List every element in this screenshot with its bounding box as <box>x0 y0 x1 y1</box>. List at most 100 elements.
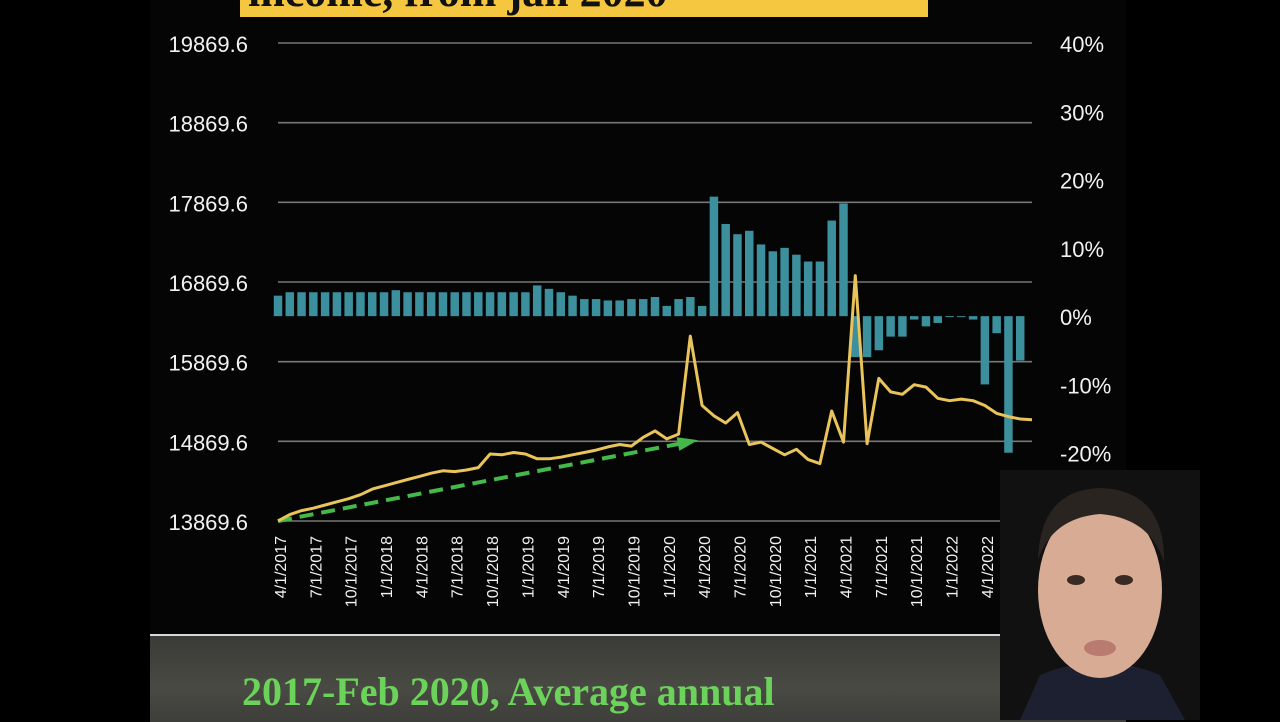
presenter-eye-left <box>1067 575 1085 585</box>
x-tick-label: 1/1/2020 <box>662 536 679 598</box>
x-tick-label: 1/1/2018 <box>379 536 396 598</box>
bar <box>568 295 577 317</box>
bar <box>733 234 742 317</box>
bar <box>450 292 459 317</box>
right-axis-ticks: 40% 30% 20% 10% 0% -10% -20% <box>1060 32 1111 467</box>
x-tick-label: 7/1/2018 <box>450 536 467 598</box>
bar <box>839 203 848 317</box>
x-tick-label: 7/1/2019 <box>591 536 608 598</box>
x-tick-label: 4/1/2019 <box>556 536 573 598</box>
bar <box>379 292 389 317</box>
bar <box>756 244 766 317</box>
x-tick-label: 10/1/2020 <box>768 536 785 607</box>
bar <box>638 299 648 317</box>
x-tick-label: 1/1/2019 <box>520 536 537 598</box>
bar <box>1015 316 1025 361</box>
bar <box>521 292 530 317</box>
bar <box>356 292 365 317</box>
x-tick-label: 4/1/2018 <box>414 536 431 598</box>
x-tick-label: 1/1/2022 <box>945 536 962 598</box>
bar <box>415 292 424 317</box>
x-tick-label: 10/1/2021 <box>909 536 926 607</box>
x-tick-label: 1/1/2021 <box>803 536 820 598</box>
trend-arrow <box>277 437 699 523</box>
income-line <box>277 274 1033 523</box>
x-tick-label: 4/1/2022 <box>980 536 997 598</box>
bar <box>815 261 825 317</box>
bar <box>768 251 778 317</box>
bar <box>509 292 518 317</box>
bar <box>627 299 636 317</box>
bar <box>874 316 884 351</box>
bar <box>297 292 306 317</box>
bar <box>792 254 801 317</box>
x-tick-label: 4/1/2020 <box>697 536 714 598</box>
bar <box>603 300 613 317</box>
bar <box>851 316 860 358</box>
bar <box>803 261 813 317</box>
bar <box>980 316 990 385</box>
bar <box>968 316 978 320</box>
y-left-tick-label: 19869.6 <box>168 32 248 57</box>
bar <box>721 223 730 317</box>
y-right-tick-label: 10% <box>1060 237 1104 262</box>
bar <box>368 292 377 317</box>
y-left-tick-label: 15869.6 <box>168 351 248 376</box>
y-left-tick-label: 18869.6 <box>168 112 248 137</box>
gridlines <box>278 42 1032 522</box>
slide-title: income, from jan 2020 <box>248 0 668 17</box>
y-right-tick-label: 40% <box>1060 32 1104 57</box>
y-right-tick-label: 20% <box>1060 169 1104 194</box>
bar <box>438 292 448 317</box>
bar <box>485 292 495 317</box>
x-tick-label: 10/1/2019 <box>626 536 643 607</box>
bar <box>332 292 342 317</box>
bar <box>309 292 318 317</box>
bar <box>391 290 401 317</box>
bar <box>344 292 353 317</box>
x-tick-label: 10/1/2017 <box>344 536 361 607</box>
bar <box>674 299 683 317</box>
bar <box>662 305 672 317</box>
bar <box>886 316 895 337</box>
bar <box>686 297 695 317</box>
bar <box>697 305 707 317</box>
bar <box>921 316 931 327</box>
presenter-face <box>1038 502 1162 678</box>
bar <box>580 299 589 317</box>
caption-band: 2017-Feb 2020, Average annual <box>150 634 1126 722</box>
presenter-shirt <box>1020 662 1185 720</box>
slide-panel <box>150 0 1126 720</box>
left-axis-ticks: 19869.6 18869.6 17869.6 16869.6 15869.6 14869… <box>168 32 248 535</box>
y-right-tick-label: 0% <box>1060 305 1092 330</box>
title-band: income, from jan 2020 <box>240 0 928 17</box>
bar <box>462 292 471 317</box>
bar <box>909 316 919 320</box>
bar <box>273 295 283 317</box>
bar <box>780 247 789 317</box>
bar <box>992 316 1001 334</box>
bar <box>556 292 565 317</box>
bar <box>709 196 719 317</box>
bar <box>862 316 872 358</box>
bar <box>544 288 554 317</box>
presenter-eye-right <box>1115 575 1133 585</box>
bar <box>285 292 295 317</box>
y-left-tick-label: 14869.6 <box>168 430 248 455</box>
bar <box>532 285 542 317</box>
presenter-cap <box>1038 488 1165 562</box>
x-tick-label: 4/1/2021 <box>839 536 856 598</box>
bar <box>745 230 754 317</box>
x-tick-label: 7/1/2017 <box>308 536 325 598</box>
presenter-mouth <box>1084 640 1116 656</box>
bar <box>898 316 907 337</box>
x-tick-label: 7/1/2020 <box>732 536 749 598</box>
x-axis-ticks: 4/1/2017 7/1/2017 10/1/2017 1/1/2018 4/1/201… <box>273 536 997 607</box>
bar <box>957 316 966 318</box>
bar <box>615 300 624 317</box>
caption-line-1: 2017-Feb 2020, Average annual <box>242 669 775 714</box>
trend-arrowhead <box>676 437 699 451</box>
y-right-tick-label: 30% <box>1060 100 1104 125</box>
y-right-tick-label: -10% <box>1060 373 1111 398</box>
